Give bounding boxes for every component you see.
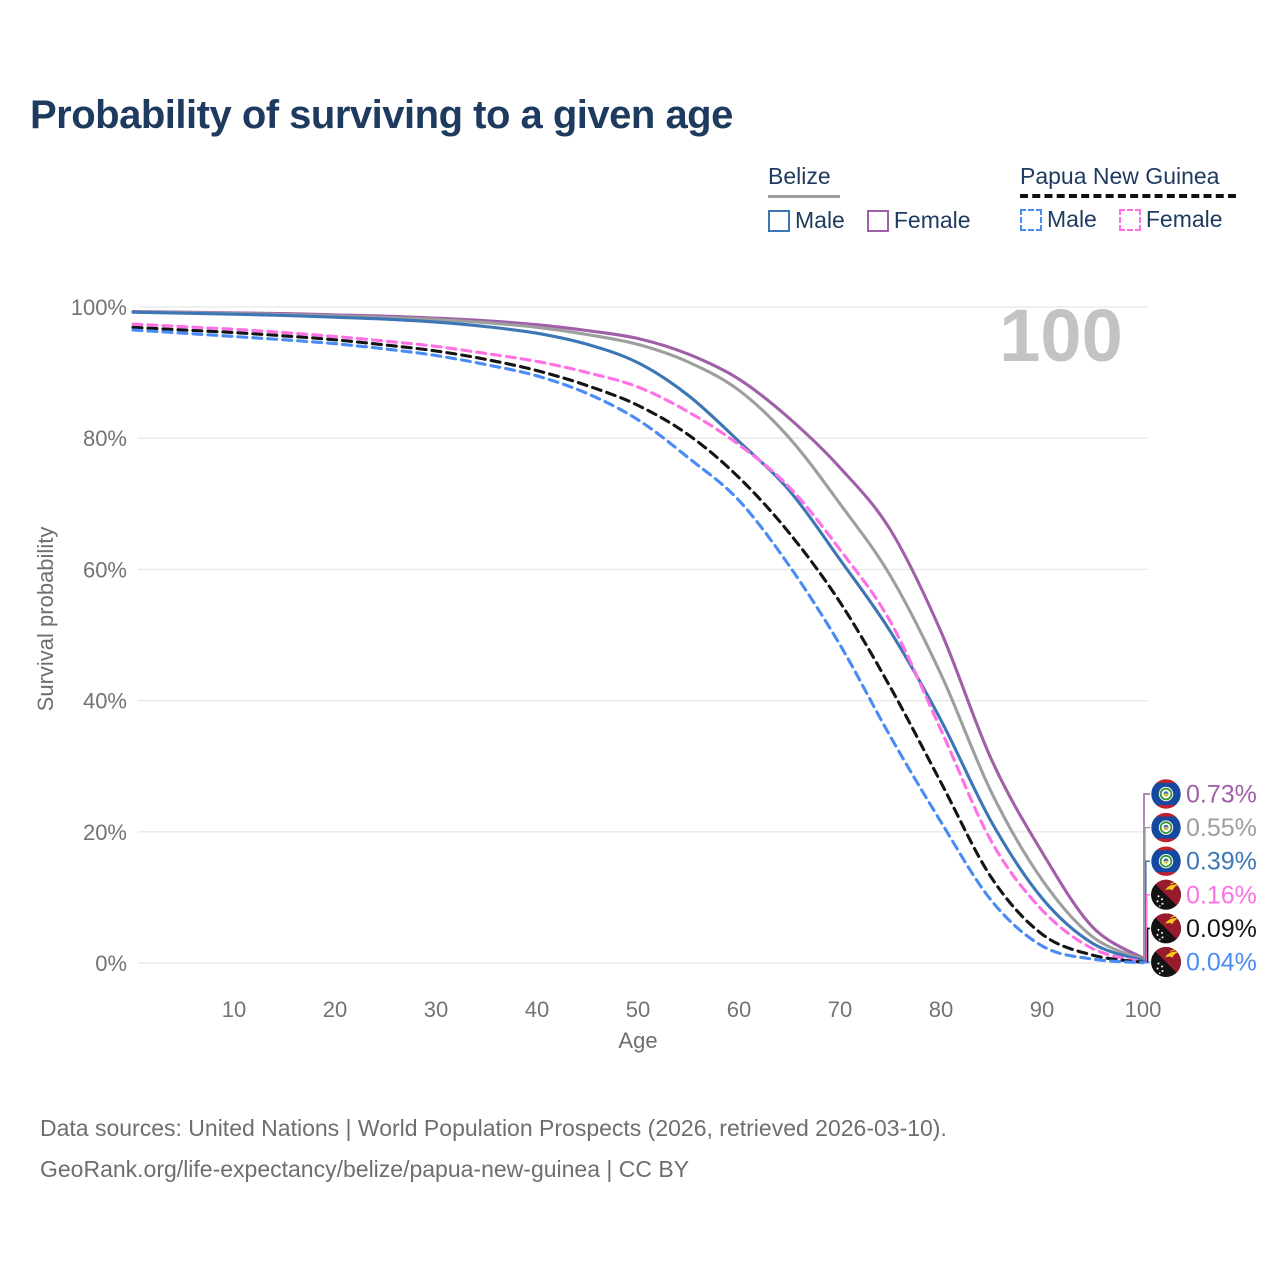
papua-new-guinea-flag-icon bbox=[1151, 913, 1182, 944]
png-total-line-swatch bbox=[1020, 194, 1236, 198]
end-value-label: 0.04% bbox=[1186, 949, 1257, 977]
x-tick-label: 10 bbox=[222, 997, 246, 1022]
label-connector bbox=[1143, 860, 1150, 962]
png-male-swatch-icon bbox=[1020, 208, 1042, 231]
legend-label-belize-male: Male bbox=[795, 207, 845, 233]
legend-item-png-female[interactable]: Female bbox=[1118, 206, 1223, 233]
end-label-belize-female[interactable]: 0.73% bbox=[1150, 778, 1257, 810]
attribution-note: GeoRank.org/life-expectancy/belize/papua… bbox=[40, 1156, 690, 1182]
legend-label-png-female: Female bbox=[1145, 206, 1223, 232]
data-source-note: Data sources: United Nations | World Pop… bbox=[40, 1115, 947, 1141]
x-tick-label: 60 bbox=[727, 997, 751, 1022]
footer: Data sources: United Nations | World Pop… bbox=[40, 1108, 947, 1190]
end-label-papua-new-guinea-both-sexes-[interactable]: 0.09% bbox=[1151, 913, 1257, 944]
curve-layer bbox=[131, 310, 1145, 965]
series-line-belize-both-sexes-[interactable] bbox=[131, 310, 1145, 961]
x-tick-label: 50 bbox=[626, 997, 650, 1022]
x-tick-label: 40 bbox=[525, 997, 549, 1022]
label-connector bbox=[1143, 826, 1150, 961]
x-tick-label: 20 bbox=[323, 997, 347, 1022]
belize-female-swatch-icon bbox=[866, 209, 889, 232]
legend-papua-new-guinea: Papua New Guinea Male Female bbox=[1020, 163, 1245, 233]
series-line-papua-new-guinea-female[interactable] bbox=[131, 322, 1145, 964]
x-axis-title: Age bbox=[618, 1028, 658, 1053]
label-connector bbox=[1143, 793, 1150, 959]
series-line-belize-female[interactable] bbox=[131, 310, 1145, 960]
belize-flag-icon bbox=[1150, 778, 1182, 810]
y-tick-label: 0% bbox=[95, 951, 127, 976]
end-label-belize-male[interactable]: 0.39% bbox=[1150, 845, 1257, 877]
series-line-papua-new-guinea-both-sexes-[interactable] bbox=[131, 325, 1145, 964]
x-tick-label: 30 bbox=[424, 997, 448, 1022]
end-value-label: 0.09% bbox=[1186, 915, 1257, 943]
png-female-swatch-icon bbox=[1118, 208, 1141, 231]
y-tick-label: 80% bbox=[83, 426, 127, 451]
tick-layer: 0% 20% 40% 60% 80% 100% 10 20 30 40 50 60 70 80 90 100 bbox=[71, 295, 1162, 1022]
end-label-belize-both-sexes-[interactable]: 0.55% bbox=[1150, 812, 1257, 844]
legend-belize: Belize Male Female bbox=[768, 163, 993, 234]
end-label-layer: 0.73% 0.55% 0.39% 0.16% 0.09% 0.04% bbox=[1143, 778, 1257, 978]
papua-new-guinea-flag-icon bbox=[1151, 947, 1182, 978]
y-tick-label: 60% bbox=[83, 557, 127, 582]
legend-item-belize-female[interactable]: Female bbox=[866, 207, 971, 234]
x-tick-label: 90 bbox=[1030, 997, 1054, 1022]
legend-belize-title: Belize bbox=[768, 163, 831, 189]
x-tick-label: 70 bbox=[828, 997, 852, 1022]
end-label-papua-new-guinea-female[interactable]: 0.16% bbox=[1151, 879, 1257, 910]
end-value-label: 0.39% bbox=[1186, 848, 1257, 876]
y-tick-label: 100% bbox=[71, 295, 127, 320]
belize-flag-icon bbox=[1150, 812, 1182, 844]
age-watermark: 100 bbox=[999, 294, 1123, 377]
y-tick-label: 20% bbox=[83, 820, 127, 845]
x-tick-label: 100 bbox=[1125, 997, 1162, 1022]
end-value-label: 0.16% bbox=[1186, 881, 1257, 909]
end-label-papua-new-guinea-male[interactable]: 0.04% bbox=[1151, 947, 1257, 978]
y-tick-label: 40% bbox=[83, 689, 127, 714]
legend-png-title: Papua New Guinea bbox=[1020, 163, 1220, 189]
belize-male-swatch-icon bbox=[768, 209, 790, 232]
grid-layer bbox=[138, 306, 1148, 964]
page-title: Probability of surviving to a given age bbox=[30, 93, 733, 137]
legend-label-png-male: Male bbox=[1047, 206, 1097, 232]
legend-item-belize-male[interactable]: Male bbox=[768, 207, 845, 234]
series-line-belize-male[interactable] bbox=[131, 310, 1145, 962]
belize-flag-icon bbox=[1150, 845, 1182, 877]
papua-new-guinea-flag-icon bbox=[1151, 879, 1182, 910]
belize-total-line-swatch bbox=[768, 195, 840, 198]
label-connector bbox=[1143, 961, 1150, 964]
x-tick-label: 80 bbox=[929, 997, 953, 1022]
end-value-label: 0.73% bbox=[1186, 781, 1257, 809]
legend-item-png-male[interactable]: Male bbox=[1020, 206, 1097, 233]
series-line-papua-new-guinea-male[interactable] bbox=[131, 328, 1145, 965]
end-value-label: 0.55% bbox=[1186, 814, 1257, 842]
legend-label-belize-female: Female bbox=[893, 207, 971, 233]
